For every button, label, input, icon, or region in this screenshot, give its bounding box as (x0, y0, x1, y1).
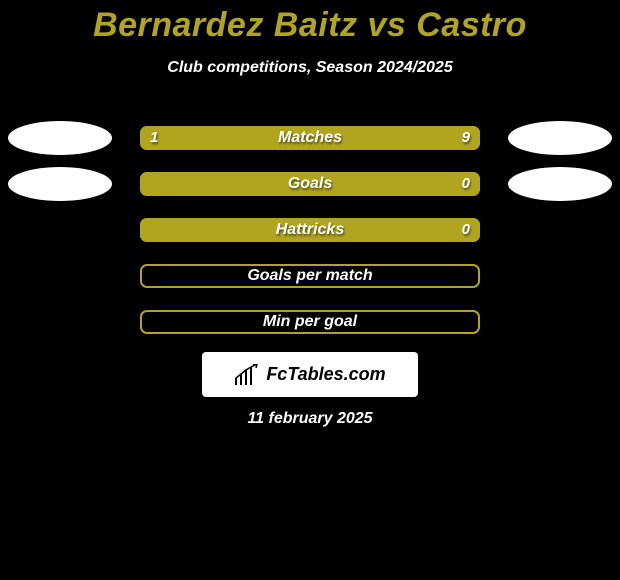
fctables-logo: FcTables.com (202, 352, 418, 397)
stat-bar-track (140, 264, 480, 288)
stat-bar-track (140, 172, 480, 196)
stat-bar-track (140, 310, 480, 334)
stat-value-left: 1 (150, 126, 158, 150)
stat-row: Min per goal (0, 308, 620, 354)
stat-row: Matches19 (0, 124, 620, 170)
stat-bar-left (140, 172, 480, 196)
subtitle: Club competitions, Season 2024/2025 (0, 59, 620, 77)
player-avatar-left (8, 121, 112, 155)
title: Bernardez Baitz vs Castro (0, 0, 620, 45)
stat-row: Goals per match (0, 262, 620, 308)
bars-chart-icon (234, 364, 262, 386)
stat-bar-right (201, 126, 480, 150)
stat-bar-track (140, 218, 480, 242)
player-avatar-right (508, 167, 612, 201)
stat-row: Hattricks0 (0, 216, 620, 262)
player-avatar-left (8, 167, 112, 201)
stat-value-right: 0 (462, 172, 470, 196)
date-text: 11 february 2025 (0, 410, 620, 428)
stat-row: Goals0 (0, 170, 620, 216)
stat-rows: Matches19Goals0Hattricks0Goals per match… (0, 124, 620, 354)
comparison-infographic: Bernardez Baitz vs Castro Club competiti… (0, 0, 620, 580)
player-avatar-right (508, 121, 612, 155)
stat-bar-track (140, 126, 480, 150)
stat-bar-left (140, 218, 480, 242)
stat-value-right: 9 (462, 126, 470, 150)
stat-value-right: 0 (462, 218, 470, 242)
fctables-logo-text: FcTables.com (266, 364, 385, 385)
